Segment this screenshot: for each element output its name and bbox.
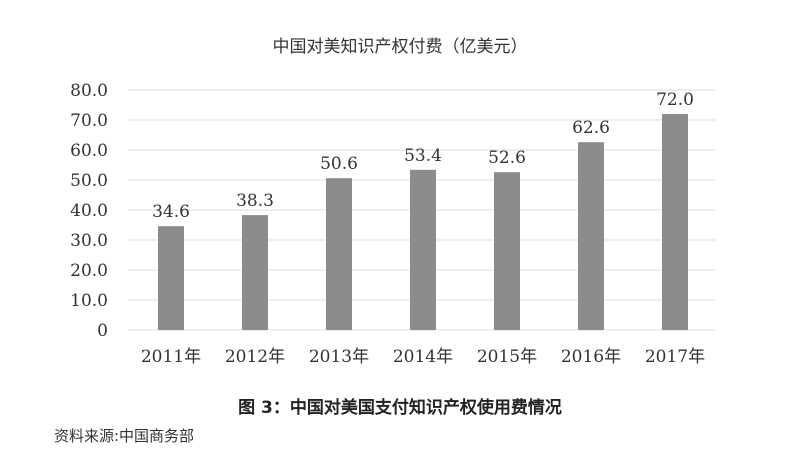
y-tick-label: 50.0 [70,171,108,191]
bar [494,172,520,330]
x-tick-label: 2014年 [393,347,453,367]
bar [158,226,184,330]
data-label: 38.3 [236,191,274,211]
data-label: 53.4 [404,146,442,166]
data-label: 72.0 [656,90,694,110]
y-tick-label: 70.0 [70,111,108,131]
x-tick-label: 2013年 [309,347,369,367]
data-label: 50.6 [320,154,358,174]
y-tick-label: 60.0 [70,141,108,161]
y-tick-label: 30.0 [70,231,108,251]
y-tick-label: 80.0 [70,81,108,101]
y-tick-label: 40.0 [70,201,108,221]
y-tick-label: 0 [97,321,108,341]
chart-title: 中国对美知识产权付费（亿美元） [272,37,528,57]
bar [662,114,688,330]
bar [326,178,352,330]
bar [410,169,436,330]
y-tick-label: 20.0 [70,261,108,281]
figure-caption: 图 3：中国对美国支付知识产权使用费情况 [238,398,562,418]
data-label: 34.6 [152,202,190,222]
bar [242,215,268,330]
x-tick-label: 2017年 [645,347,705,367]
x-tick-label: 2011年 [141,347,201,367]
data-label: 62.6 [572,118,610,138]
source-note: 资料来源:中国商务部 [54,427,195,445]
x-tick-label: 2015年 [477,347,537,367]
x-tick-label: 2012年 [225,347,285,367]
bar [578,142,604,330]
x-tick-label: 2016年 [561,347,621,367]
data-label: 52.6 [488,148,526,168]
y-tick-label: 10.0 [70,291,108,311]
